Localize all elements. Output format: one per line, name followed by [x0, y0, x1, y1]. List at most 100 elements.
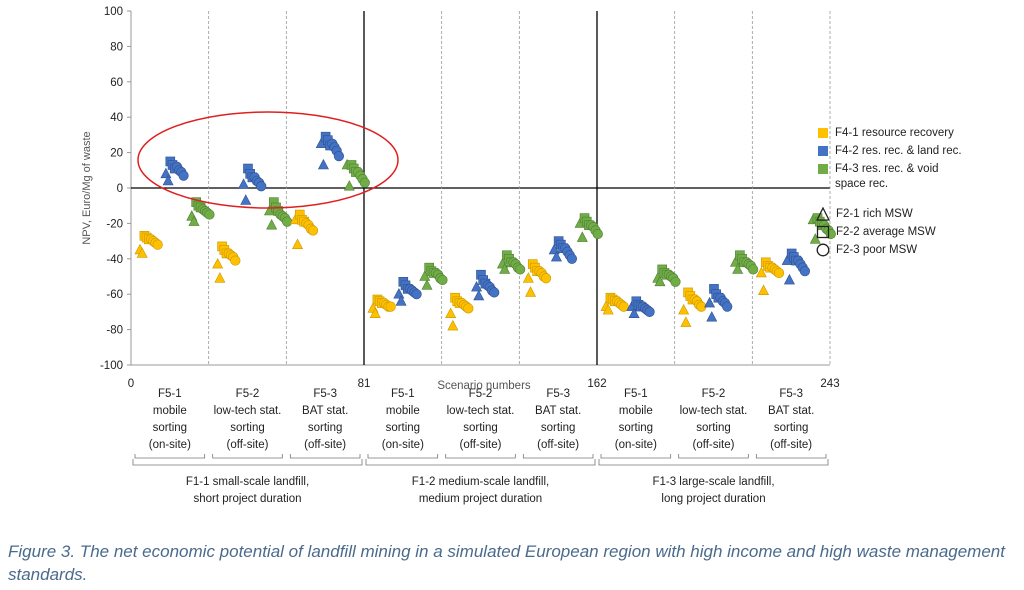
- data-point-circle: [359, 177, 370, 188]
- sub-group-label: (off-site): [537, 439, 579, 451]
- data-point-circle: [540, 273, 552, 284]
- y-tick-label: 80: [110, 41, 123, 53]
- data-point-circle: [489, 287, 500, 298]
- y-tick-label: 60: [110, 77, 123, 89]
- data-point-triangle: [522, 272, 534, 283]
- y-tick-label: 20: [110, 148, 123, 160]
- data-point-triangle: [732, 263, 744, 274]
- sub-group-label: (on-site): [382, 439, 424, 451]
- data-point-circle: [463, 303, 474, 314]
- legend-item-f4-1: F4-1 resource recovery: [816, 126, 985, 141]
- legend-label: F2-2 average MSW: [836, 226, 936, 238]
- sub-group-label: (off-site): [770, 439, 812, 451]
- data-point-circle: [722, 301, 733, 312]
- data-point-triangle: [188, 215, 200, 226]
- x-tick-label: 162: [587, 378, 606, 390]
- legend-item-f4-2: F4-2 res. rec. & land rec.: [816, 144, 985, 159]
- y-tick-label: 100: [104, 6, 123, 18]
- data-point-triangle: [499, 263, 511, 274]
- sub-group-label: mobile: [153, 405, 187, 417]
- data-point-triangle: [654, 275, 666, 287]
- figure-caption: Figure 3. The net economic potential of …: [8, 542, 1005, 584]
- legend-item-f2-3: F2-3 poor MSW: [816, 243, 985, 258]
- data-point-circle: [566, 253, 578, 264]
- data-point-triangle: [136, 247, 148, 258]
- data-point-triangle: [421, 279, 433, 290]
- data-point-circle: [230, 255, 241, 266]
- legend-label: F4-3 res. rec. & void space rec.: [835, 163, 939, 190]
- sub-group-label: F5-3: [779, 388, 803, 400]
- data-point-triangle: [706, 311, 718, 322]
- sub-group-label: (off-site): [227, 439, 269, 451]
- sub-group-bracket: [134, 454, 206, 459]
- sub-group-label: sorting: [696, 422, 731, 434]
- legend-item-f2-2: F2-2 average MSW: [816, 225, 985, 240]
- legend: F4-1 resource recovery F4-2 res. rec. & …: [816, 126, 985, 261]
- sub-group-label: F5-1: [624, 388, 648, 400]
- sub-group-bracket: [212, 454, 283, 459]
- triangle-icon: [816, 207, 830, 221]
- sub-group-label: (off-site): [460, 439, 502, 451]
- sub-group-bracket: [289, 454, 361, 459]
- x-axis-label: Scenario numbers: [437, 380, 531, 392]
- sub-group-label: F5-3: [313, 388, 337, 400]
- sub-group-label: sorting: [386, 422, 421, 434]
- square-icon: [816, 225, 830, 239]
- data-point-triangle: [445, 307, 457, 318]
- data-point-triangle: [214, 272, 226, 283]
- sub-group-label: sorting: [774, 422, 809, 434]
- data-point-circle: [204, 209, 215, 220]
- data-point-triangle: [240, 194, 252, 205]
- sub-group-label: F5-2: [702, 388, 726, 400]
- sub-group-label: F5-1: [158, 388, 182, 400]
- data-point-triangle: [704, 296, 716, 308]
- data-point-triangle: [266, 219, 278, 230]
- data-point-triangle: [550, 250, 562, 262]
- legend-label: F4-2 res. rec. & land rec.: [835, 145, 962, 157]
- legend-swatch-icon: [818, 128, 828, 138]
- data-point-circle: [256, 181, 267, 192]
- sub-group-label: F5-2: [469, 388, 493, 400]
- sub-group-bracket: [600, 454, 672, 459]
- circle-icon: [816, 243, 830, 257]
- group-label: F1-1 small-scale landfill,: [186, 476, 309, 488]
- data-point-triangle: [238, 178, 250, 189]
- data-point-circle: [515, 264, 526, 275]
- sub-group-label: sorting: [153, 422, 188, 434]
- data-point-triangle: [758, 284, 770, 295]
- data-point-circle: [307, 225, 319, 236]
- sub-group-label: (off-site): [304, 439, 346, 451]
- scatter-chart: 100 80 60 40 20 0 -20 -40 -60 -80 -100 NPV, Euro/Mg…: [81, 6, 840, 505]
- data-point-circle: [437, 274, 448, 286]
- data-point-triangle: [602, 303, 614, 315]
- data-point-circle: [282, 216, 293, 227]
- data-point-triangle: [471, 280, 483, 292]
- data-point-circle: [748, 264, 759, 275]
- data-point-triangle: [809, 233, 821, 244]
- group-label: long project duration: [661, 493, 765, 505]
- data-point-circle: [773, 267, 785, 279]
- data-point-triangle: [473, 289, 485, 301]
- data-point-triangle: [212, 257, 224, 269]
- y-tick-label: -60: [106, 289, 123, 301]
- sub-group-bracket: [367, 454, 439, 459]
- sub-group-bracket: [445, 454, 516, 459]
- sub-group-label: F5-2: [236, 388, 260, 400]
- sub-group-bracket: [522, 454, 594, 459]
- y-axis-label: NPV, Euro/Mg of waste: [81, 131, 93, 244]
- y-tick-label: 0: [117, 183, 123, 195]
- data-point-triangle: [447, 319, 459, 331]
- x-tick-label: 0: [128, 378, 134, 390]
- y-tick-label: -20: [106, 218, 123, 230]
- sub-group-label: BAT stat.: [302, 405, 348, 417]
- sub-group-bracket: [755, 454, 827, 459]
- sub-group-label: sorting: [541, 422, 576, 434]
- group-bracket: [365, 459, 596, 466]
- sub-group-label: (on-site): [615, 439, 657, 451]
- y-tick-label: -100: [100, 360, 123, 372]
- y-tick-label: -40: [106, 254, 123, 266]
- data-point-triangle: [678, 303, 690, 315]
- sub-group-label: F5-1: [391, 388, 415, 400]
- group-label: medium project duration: [419, 493, 542, 505]
- sub-group-label: BAT stat.: [768, 405, 814, 417]
